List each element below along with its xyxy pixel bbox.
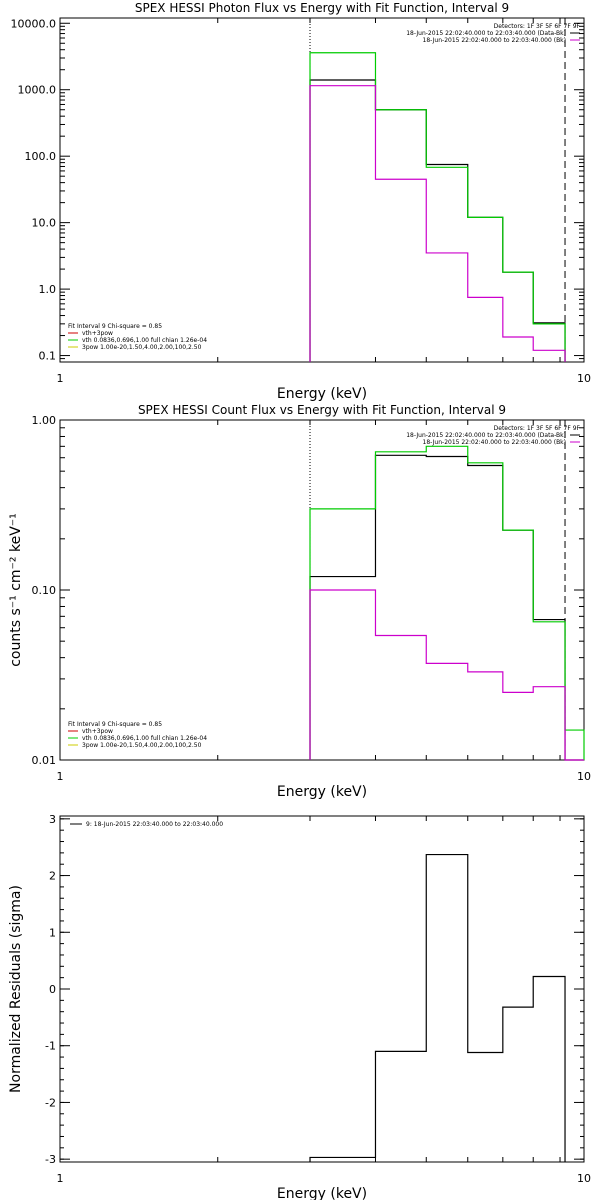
y-tick-label: 1000.0 [18,84,57,97]
y-tick-label: 1.0 [39,283,57,296]
legend-top-entry: Detectors: 1F 3F 5F 6F 7F 9F [494,23,581,30]
y-tick-label: 0.1 [39,350,57,363]
chart-title: SPEX HESSI Count Flux vs Energy with Fit… [138,403,506,417]
x-tick-label: 1 [57,770,64,783]
x-tick-label: 1 [57,372,64,385]
legend-bottom-entry: 3pow 1.00e-20,1.50,4.00,2.00,100,2.50 [82,344,202,351]
legend-bottom-entry: Fit Interval 9 Chi-square = 0.85 [68,721,162,728]
y-tick-label: -1 [45,1040,56,1053]
y-axis-label: Normalized Residuals (sigma) [8,885,24,1093]
series-2-line [309,445,585,760]
panel-1: SPEX HESSI Photon Flux vs Energy with Fi… [11,1,592,402]
legend-top-entry: 18-Jun-2015 22:02:40.000 to 22:03:40.000… [423,37,566,44]
y-axis-label: counts s⁻¹ cm⁻² keV⁻¹ [8,513,24,667]
series-1-line [309,79,566,362]
y-tick-label: 10000.0 [11,17,57,30]
x-axis-label: Energy (keV) [277,386,367,402]
y-tick-label: 1 [49,926,56,939]
legend-top-entry: 18-Jun-2015 22:02:40.000 to 22:03:40.000… [406,30,566,37]
legend-bottom-entry: vth 0.0836,0.696,1.00 full chian 1.26e-0… [82,337,207,344]
y-tick-label: 0.10 [32,584,57,597]
y-tick-label: 3 [49,813,56,826]
x-axis-label: Energy (keV) [277,1186,367,1200]
legend-bottom-entry: vth 0.0836,0.696,1.00 full chian 1.26e-0… [82,735,207,742]
legend-bottom-entry: vth+3pow [82,330,113,337]
series-2-line [309,52,566,362]
y-tick-label: 0 [49,983,56,996]
legend-top-entry: Detectors: 1F 3F 5F 6F 7F 9F [494,425,581,432]
legend-top-entry: 9: 18-Jun-2015 22:03:40.000 to 22:03:40.… [86,821,223,828]
panel-2: SPEX HESSI Count Flux vs Energy with Fit… [8,403,591,800]
series-3-line [309,85,566,362]
x-tick-label: 10 [577,770,591,783]
chart-title: SPEX HESSI Photon Flux vs Energy with Fi… [135,1,509,15]
legend-top-entry: 18-Jun-2015 22:02:40.000 to 22:03:40.000… [406,432,566,439]
legend-bottom-entry: 3pow 1.00e-20,1.50,4.00,2.00,100,2.50 [82,742,202,749]
legend-bottom-entry: Fit Interval 9 Chi-square = 0.85 [68,323,162,330]
y-tick-label: -3 [45,1153,56,1166]
series-1-line [309,454,584,761]
y-tick-label: 10.0 [32,217,57,230]
x-tick-label: 1 [57,1172,64,1185]
panel-3: -3 -2 -1 0 1 2 3 1 10 Energy (keV) Normalized Resi… [8,813,591,1200]
y-tick-label: 100.0 [25,150,57,163]
y-tick-label: 2 [49,870,56,883]
x-tick-label: 10 [577,372,591,385]
y-tick-label: -2 [45,1096,56,1109]
plot-frame [59,17,585,363]
y-tick-label: 0.01 [32,754,57,767]
legend-bottom-entry: vth+3pow [82,728,113,735]
series-1-line [309,853,566,1162]
legend-top-entry: 18-Jun-2015 22:02:40.000 to 22:03:40.000… [423,439,566,446]
x-axis-label: Energy (keV) [277,784,367,800]
x-tick-label: 10 [577,1172,591,1185]
plot-frame [59,815,585,1163]
y-tick-label: 1.00 [32,414,57,427]
series-3-line [309,589,584,761]
